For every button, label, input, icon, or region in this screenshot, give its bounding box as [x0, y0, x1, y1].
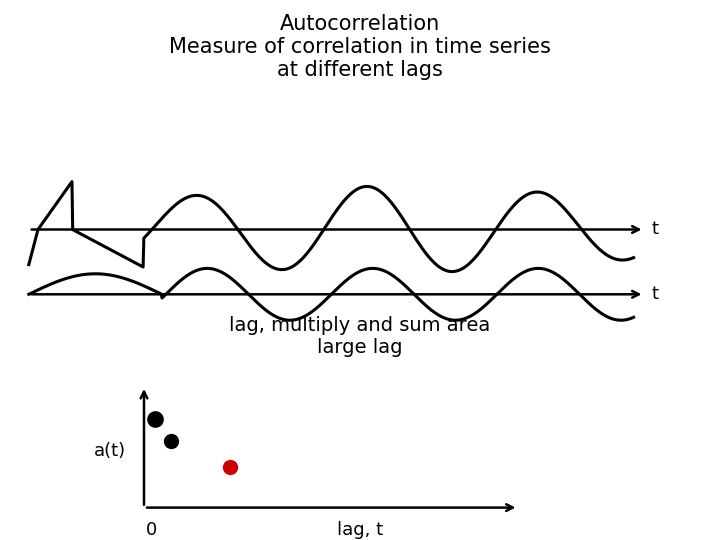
Text: Autocorrelation
Measure of correlation in time series
at different lags: Autocorrelation Measure of correlation i… — [169, 14, 551, 80]
Text: t: t — [652, 285, 659, 303]
Text: lag, multiply and sum area
large lag: lag, multiply and sum area large lag — [230, 316, 490, 357]
Text: 0: 0 — [145, 521, 157, 539]
Text: t: t — [652, 220, 659, 239]
Text: lag, t: lag, t — [337, 521, 383, 539]
Text: a(t): a(t) — [94, 442, 126, 461]
